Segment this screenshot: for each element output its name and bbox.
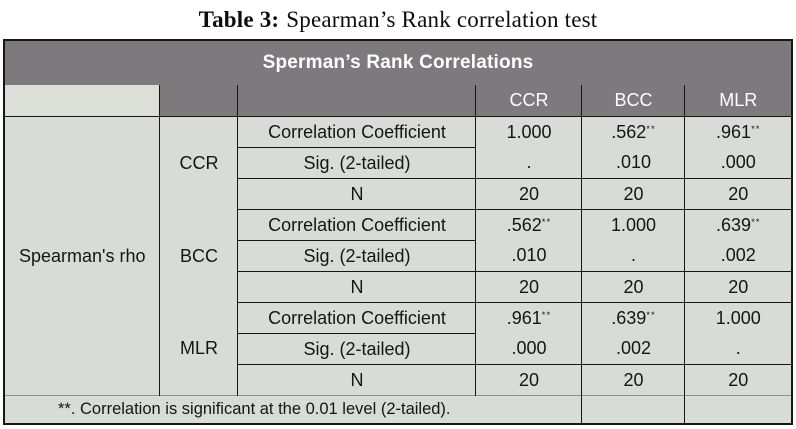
correlation-table: Sperman’s Rank Correlations CCR BCC MLR …: [2, 39, 794, 425]
value-cell: .: [475, 147, 582, 179]
stat-label: Sig. (2-tailed): [237, 147, 476, 179]
table-row: Spearman's rho CCR Correlation Coefficient…: [4, 116, 793, 266]
value-cell: .010: [475, 240, 582, 272]
empty-header-stat-col: [237, 85, 476, 117]
significance-marker: **: [751, 216, 761, 228]
row-dimension-label: Spearman's rho: [18, 245, 146, 266]
value-cell: .562**: [475, 209, 582, 241]
table-row: Sig. (2-tailed). .010.000: [4, 147, 793, 179]
significance-marker: **: [541, 309, 552, 321]
column-header-ccr: CCR: [475, 85, 582, 117]
table-caption-title: Spearman’s Rank correlation test: [286, 7, 598, 32]
significance-marker: **: [541, 216, 552, 228]
value-cell: .002: [684, 240, 793, 272]
column-header-row: CCR BCC MLR: [3, 85, 793, 117]
stat-label: Correlation Coefficient: [237, 302, 476, 334]
value-cell: .: [684, 333, 793, 365]
column-header-mlr: MLR: [684, 85, 793, 117]
table-row: Sig. (2-tailed) .000.002.: [4, 333, 793, 365]
value-cell: .639**: [581, 302, 685, 334]
table-caption-number: Table 3:: [198, 7, 280, 32]
value-cell: 20: [684, 364, 793, 396]
value-cell: .961**: [475, 302, 582, 334]
value-cell: 20: [475, 364, 582, 396]
table-row: MLR Correlation Coefficient .961** .639** 1.…: [4, 302, 793, 396]
table-row: N 20 20 20: [4, 178, 793, 210]
value-cell: 20: [684, 178, 793, 210]
significance-marker: **: [646, 123, 656, 135]
stat-label: Sig. (2-tailed): [237, 240, 476, 272]
footnote-cell: **. Correlation is significant at the 0.…: [3, 395, 582, 424]
significance-marker: **: [646, 309, 656, 321]
value-cell: .002: [581, 333, 685, 365]
value-cell: 20: [475, 271, 582, 303]
group-label-mlr: MLR: [159, 302, 238, 396]
value-cell: 20: [581, 178, 685, 210]
value-cell: .639**: [684, 209, 793, 241]
value-cell: .562**: [581, 116, 685, 148]
table-title-cell: Sperman’s Rank Correlations: [3, 40, 793, 85]
empty-header-group-col: [159, 85, 238, 117]
corner-cell: [3, 85, 160, 117]
group-label-ccr: CCR: [159, 116, 238, 210]
value-cell: .000: [684, 147, 793, 179]
significance-marker: **: [751, 123, 761, 135]
column-header-bcc: BCC: [581, 85, 685, 117]
table-caption: Table 3: Spearman’s Rank correlation test: [0, 0, 796, 33]
value-cell: .010: [581, 147, 685, 179]
table-row: BCC Correlation Coefficient .562** 1.000.63…: [4, 209, 793, 303]
value-cell: 20: [581, 271, 685, 303]
value-cell: 20: [684, 271, 793, 303]
footnote-empty-bcc: [581, 395, 685, 424]
value-cell: 20: [475, 178, 582, 210]
footnote-empty-mlr: [684, 395, 793, 424]
table-title-row: Sperman’s Rank Correlations: [3, 40, 793, 85]
value-cell: 1.000: [684, 302, 793, 334]
value-cell: 20: [581, 364, 685, 396]
table-row: Sig. (2-tailed) .010. .002: [4, 240, 793, 272]
table-row: N 20 20 20: [4, 271, 793, 303]
table-row: N 20 20 20: [4, 364, 793, 396]
footnote-row: **. Correlation is significant at the 0.…: [3, 395, 793, 424]
stat-label: Correlation Coefficient: [237, 116, 476, 148]
value-cell: .000: [475, 333, 582, 365]
value-cell: .961**: [684, 116, 793, 148]
stat-label: Sig. (2-tailed): [237, 333, 476, 365]
value-cell: 1.000: [475, 116, 582, 148]
value-cell: 1.000: [581, 209, 685, 241]
group-label-bcc: BCC: [159, 209, 238, 303]
stat-label: N: [237, 178, 476, 210]
stat-label: Correlation Coefficient: [237, 209, 476, 241]
stat-label: N: [237, 364, 476, 396]
value-cell: .: [581, 240, 685, 272]
stat-label: N: [237, 271, 476, 303]
